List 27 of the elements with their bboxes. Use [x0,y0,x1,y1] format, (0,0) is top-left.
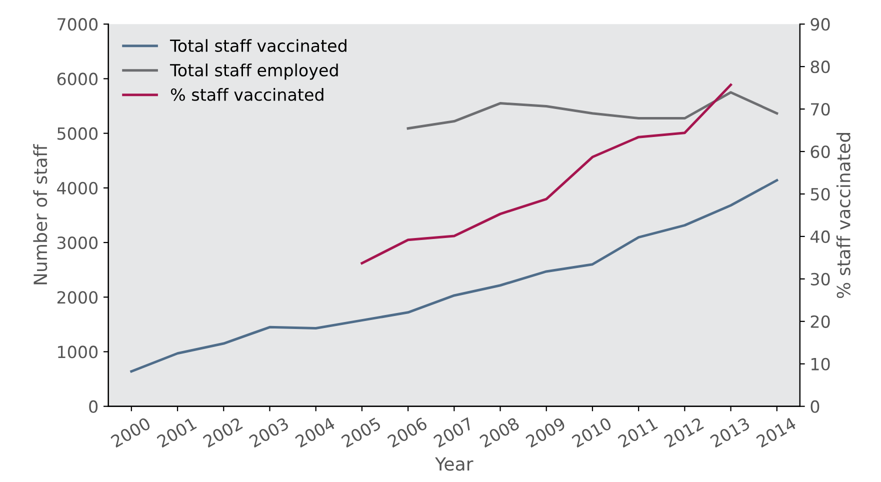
legend-label: Total staff vaccinated [170,39,346,52]
legend-label: % staff vaccinated [170,88,324,101]
y2-tick-label: 60 [810,145,830,158]
line-series [406,91,778,130]
y2-tick-label: 0 [810,400,820,413]
x-axis-title: Year [435,457,474,471]
line-series [360,84,732,264]
y2-tick-label: 40 [810,230,830,244]
line-series [130,179,778,373]
y-tick-label: 2000 [57,291,98,304]
legend-label: Total staff employed [170,64,338,80]
y-tick-label: 7000 [58,18,98,31]
y2-axis-title: % staff vaccinated [836,133,850,298]
y2-tick-label: 30 [810,272,830,286]
y2-tick-label: 10 [812,358,830,370]
y-tick-label: 0 [89,400,98,413]
y-tick-label: 6000 [57,72,98,86]
y-tick-label: 5000 [58,127,98,140]
y2-tick-label: 80 [810,60,830,74]
y2-tick-label: 50 [810,188,830,201]
y-axis-title: Number of staff [33,144,48,284]
y-tick-label: 1000 [58,346,98,358]
y2-tick-label: 20 [810,315,830,328]
y-tick-label: 3000 [57,236,98,250]
y2-tick-label: 90 [810,18,830,31]
y2-tick-label: 70 [811,103,830,116]
y-tick-label: 4000 [57,182,98,194]
